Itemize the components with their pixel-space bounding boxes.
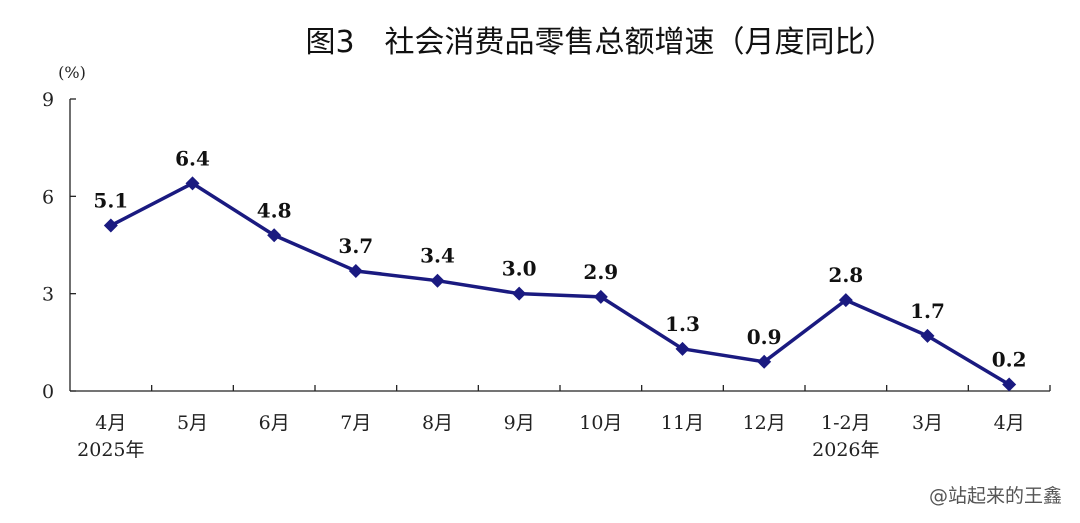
chart-title: 图3 社会消费品零售总额增速（月度同比）: [305, 25, 894, 60]
x-tick-label: 3月: [912, 412, 943, 434]
y-axis-unit-label: (%): [58, 63, 86, 82]
data-label: 3.4: [420, 244, 455, 268]
x-tick-label: 9月: [504, 412, 535, 434]
data-label: 3.7: [338, 234, 373, 258]
data-point: [430, 273, 445, 288]
data-label: 3.0: [502, 257, 537, 281]
data-label: 0.2: [992, 348, 1027, 372]
data-point: [920, 328, 935, 343]
x-tick-label: 4月: [994, 412, 1025, 434]
data-point: [185, 176, 200, 191]
y-tick-label: 0: [42, 381, 54, 403]
x-tick-label: 12月: [743, 412, 786, 434]
data-label: 2.8: [828, 263, 863, 287]
y-tick-label: 3: [42, 284, 54, 306]
x-tick-label: 7月: [340, 412, 371, 434]
x-axis-ticks: 4月 5月 6月 7月 8月 9月 10月 11月 12月 1-2月 3月 4月 2025年 2026年: [77, 385, 1051, 461]
x-tick-label: 8月: [422, 412, 453, 434]
data-point: [512, 286, 527, 301]
watermark-text: @站起来的王鑫: [929, 485, 1062, 507]
data-label: 5.1: [93, 189, 128, 213]
x-tick-label: 4月: [95, 412, 126, 434]
data-label: 2.9: [583, 260, 618, 284]
axes: [69, 99, 1050, 392]
x-tick-label: 5月: [177, 412, 208, 434]
data-series: [103, 176, 1017, 392]
data-point: [1002, 377, 1017, 392]
data-point: [348, 263, 363, 278]
y-tick-label: 6: [42, 186, 54, 208]
data-point: [838, 293, 853, 308]
data-point: [267, 228, 282, 243]
data-label: 6.4: [175, 146, 210, 170]
x-tick-label: 1-2月: [821, 412, 871, 434]
data-label: 0.9: [747, 325, 782, 349]
data-label: 1.3: [665, 312, 700, 336]
data-label: 1.7: [910, 299, 945, 323]
data-point: [593, 289, 608, 304]
data-point: [675, 341, 690, 356]
series-line: [110, 181, 1011, 387]
data-label: 4.8: [257, 198, 292, 222]
x-tick-label: 11月: [661, 412, 704, 434]
x-year-label: 2026年: [812, 439, 879, 461]
x-tick-label: 10月: [579, 412, 622, 434]
data-labels: 5.1 6.4 4.8 3.7 3.4 3.0 2.9 1.3 0.9 2.8 1.7 0.2: [93, 146, 1026, 371]
data-point: [757, 354, 772, 369]
y-tick-label: 9: [42, 89, 54, 111]
x-tick-label: 6月: [259, 412, 290, 434]
data-point: [103, 218, 118, 233]
x-year-label: 2025年: [77, 439, 144, 461]
y-axis-ticks: 0 3 6 9: [42, 89, 76, 403]
